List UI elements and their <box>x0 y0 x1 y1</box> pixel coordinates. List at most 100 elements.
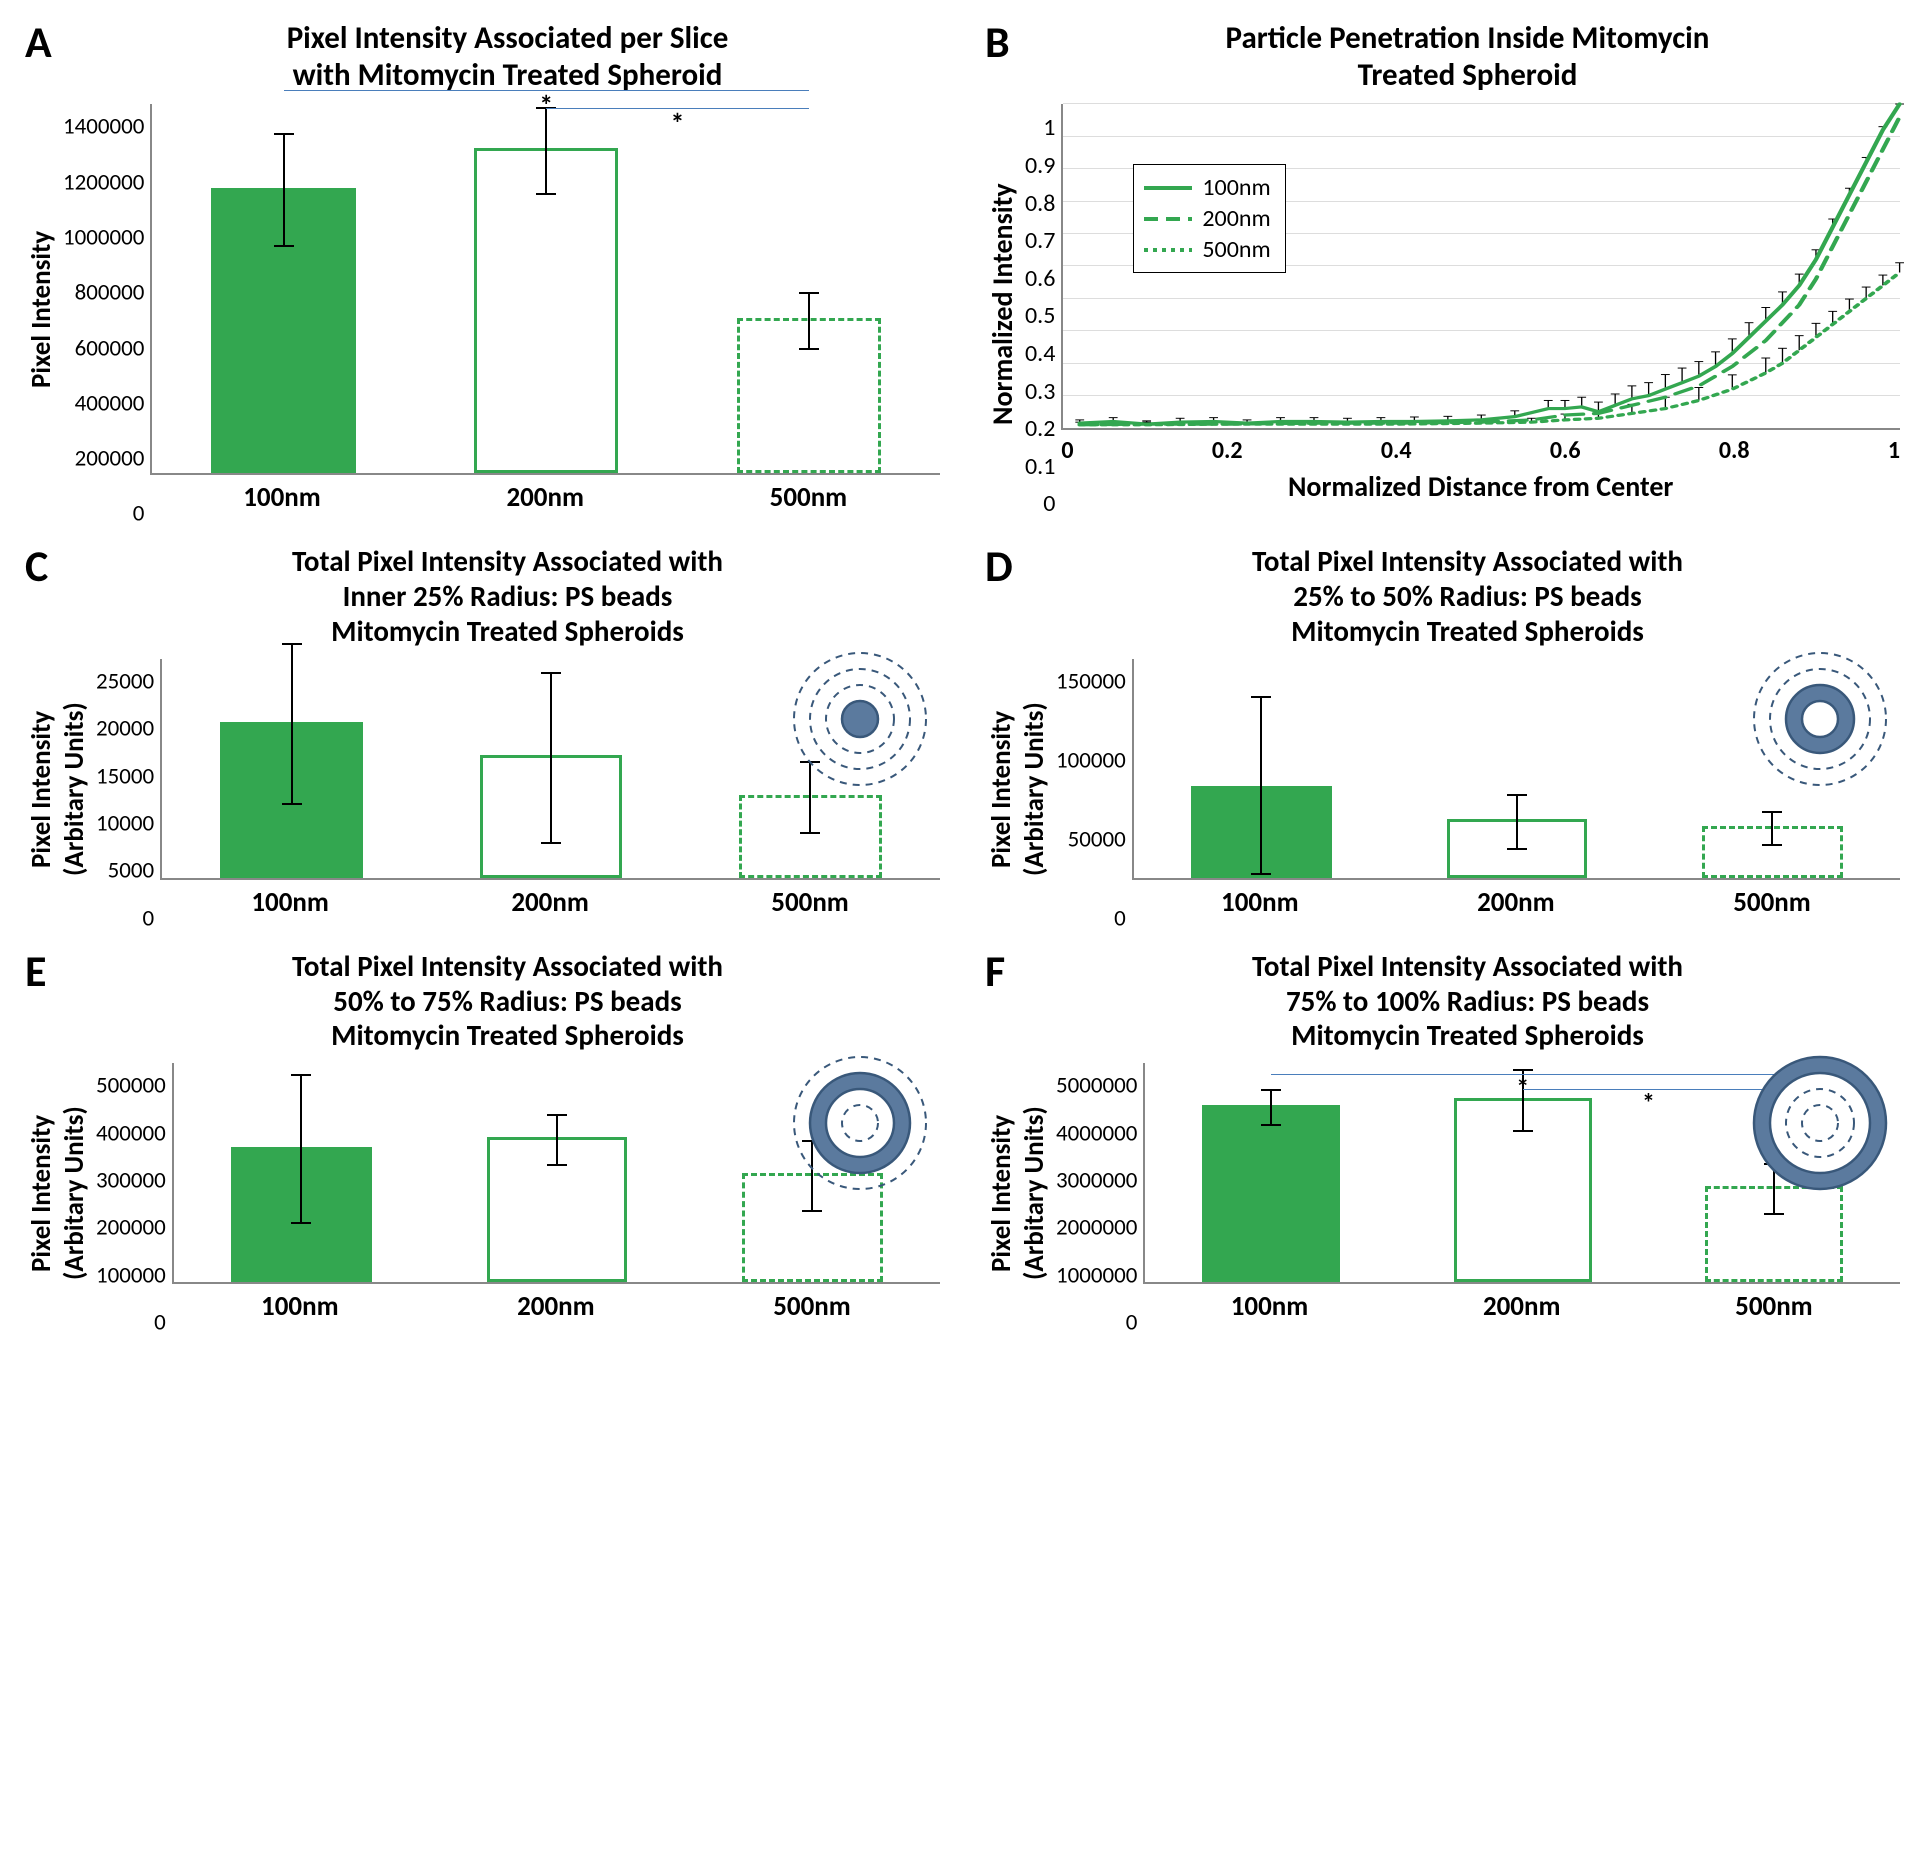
y-tick: 10000 <box>96 812 154 835</box>
x-tick: 0.2 <box>1212 436 1243 465</box>
panel-E: ETotal Pixel Intensity Associated with50… <box>20 949 940 1323</box>
y-tick: 1400000 <box>63 116 144 139</box>
error-bar <box>1260 696 1262 875</box>
y-axis-ticks: 5000004000003000002000001000000 <box>96 1063 172 1323</box>
x-tick: 0.4 <box>1381 436 1412 465</box>
bar-200nm <box>1447 819 1587 878</box>
y-tick: 300000 <box>96 1169 166 1192</box>
plot-area: 100nm200nm500nm <box>1061 104 1900 430</box>
x-tick: 200nm <box>506 481 584 514</box>
x-tick: 500nm <box>1733 886 1811 919</box>
y-axis-label: Pixel Intensity(Arbitary Units) <box>980 659 1056 919</box>
y-tick: 0.2 <box>1025 417 1055 441</box>
error-cap-top <box>282 643 302 645</box>
error-cap-bot <box>799 348 819 350</box>
legend-swatch <box>1144 217 1192 221</box>
error-bar <box>808 292 810 351</box>
bar-200nm <box>487 1137 627 1283</box>
error-bar <box>300 1074 302 1225</box>
error-cap-top <box>547 1114 567 1116</box>
panel-label: B <box>985 15 1010 69</box>
y-axis-ticks: 150000100000500000 <box>1056 659 1132 919</box>
error-cap-bot <box>1513 1130 1533 1132</box>
y-tick: 200000 <box>75 448 145 471</box>
chart-title: Total Pixel Intensity Associated with25%… <box>1035 544 1900 648</box>
panel-F: FTotal Pixel Intensity Associated with75… <box>980 949 1900 1323</box>
y-tick: 0.6 <box>1025 267 1055 291</box>
legend-row: 500nm <box>1144 235 1270 264</box>
y-tick: 500000 <box>96 1075 166 1098</box>
y-tick: 400000 <box>96 1122 166 1145</box>
panel-C: CTotal Pixel Intensity Associated withIn… <box>20 544 940 918</box>
x-tick: 100nm <box>1221 886 1299 919</box>
y-axis-label: Pixel Intensity <box>20 104 63 514</box>
y-tick: 0 <box>1126 1312 1138 1335</box>
x-axis-ticks: 100nm200nm500nm <box>150 475 940 514</box>
x-tick: 0.6 <box>1550 436 1581 465</box>
panel-label: A <box>25 15 52 69</box>
legend-swatch <box>1144 186 1192 190</box>
y-tick: 0.3 <box>1025 380 1055 404</box>
y-tick: 50000 <box>1068 828 1126 851</box>
error-cap-bot <box>291 1222 311 1224</box>
error-cap-bot <box>541 842 561 844</box>
x-tick: 100nm <box>251 886 329 919</box>
x-tick: 500nm <box>1735 1290 1813 1323</box>
error-cap-top <box>541 672 561 674</box>
y-tick: 0 <box>154 1312 166 1335</box>
chart-title: Total Pixel Intensity Associated with50%… <box>75 949 940 1053</box>
error-bar <box>291 643 293 805</box>
y-tick: 400000 <box>75 392 145 415</box>
bar-100nm <box>1202 1105 1340 1282</box>
y-tick: 1000000 <box>63 226 144 249</box>
error-cap-bot <box>1507 848 1527 850</box>
bar-100nm <box>211 188 355 474</box>
error-cap-top <box>1507 794 1527 796</box>
y-tick: 800000 <box>75 282 145 305</box>
error-cap-bot <box>1261 1124 1281 1126</box>
error-cap-top <box>291 1074 311 1076</box>
error-cap-bot <box>1764 1213 1784 1215</box>
chart-title: Particle Penetration Inside MitomycinTre… <box>1035 20 1900 94</box>
error-cap-bot <box>1762 844 1782 846</box>
y-tick: 0 <box>133 503 145 526</box>
bar-200nm <box>1454 1098 1592 1283</box>
y-tick: 0 <box>1114 907 1126 930</box>
y-tick: 0 <box>143 907 155 930</box>
y-axis-ticks: 1400000120000010000008000006000004000002… <box>63 104 150 514</box>
legend-row: 200nm <box>1144 204 1270 233</box>
y-tick: 15000 <box>96 765 154 788</box>
bar-200nm <box>474 148 618 473</box>
y-axis-ticks: 500000040000003000000200000010000000 <box>1056 1063 1143 1323</box>
panel-label: F <box>985 944 1005 998</box>
x-tick: 500nm <box>771 886 849 919</box>
plot-area: ** <box>150 104 940 475</box>
bar-200nm <box>480 755 623 878</box>
x-tick: 200nm <box>1477 886 1555 919</box>
error-bar <box>1270 1089 1272 1125</box>
plot-area <box>160 659 940 880</box>
significance-star: * <box>1642 1087 1655 1119</box>
significance-star: * <box>1516 1072 1529 1104</box>
radius-ring-icon <box>790 1053 930 1193</box>
error-cap-top <box>799 292 819 294</box>
y-tick: 1 <box>1043 116 1055 140</box>
x-tick: 500nm <box>770 481 848 514</box>
panel-B: BParticle Penetration Inside MitomycinTr… <box>980 20 1900 514</box>
plot-area <box>1132 659 1900 880</box>
y-axis-label: Pixel Intensity(Arbitary Units) <box>980 1063 1056 1323</box>
x-tick: 200nm <box>511 886 589 919</box>
significance-star: * <box>670 106 684 141</box>
y-axis-label: Pixel Intensity(Arbitary Units) <box>20 659 96 919</box>
y-axis-label: Pixel Intensity(Arbitary Units) <box>20 1063 96 1323</box>
y-tick: 0.7 <box>1025 229 1055 253</box>
error-cap-bot <box>536 193 556 195</box>
legend-row: 100nm <box>1144 173 1270 202</box>
error-cap-top <box>1261 1089 1281 1091</box>
y-tick: 4000000 <box>1056 1122 1137 1145</box>
bar-500nm <box>1705 1186 1843 1282</box>
bar-100nm <box>1191 786 1331 878</box>
legend-swatch <box>1144 248 1192 252</box>
x-axis-ticks: 00.20.40.60.81 <box>1061 430 1900 465</box>
y-tick: 0 <box>1043 492 1055 516</box>
